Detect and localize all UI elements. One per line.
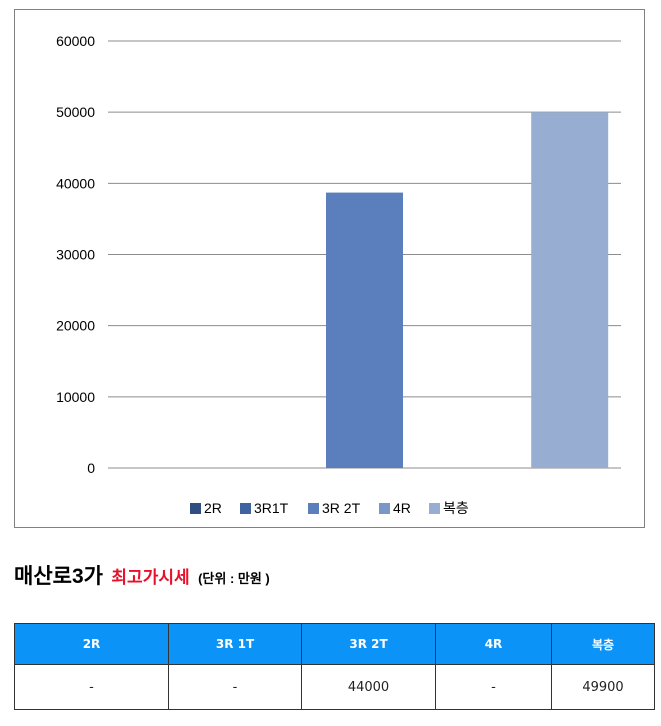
table-header-cell: 2R	[14, 623, 169, 665]
legend-label: 4R	[393, 500, 411, 516]
table-header-cell: 복층	[551, 623, 655, 665]
table-row: - - 44000 - 49900	[14, 664, 655, 710]
y-tick-label: 10000	[56, 389, 95, 405]
chart-frame: 0 10000 20000 30000 40000 50000 60000 2R 3R1T 3R …	[14, 9, 645, 528]
table-header-row: 2R 3R 1T 3R 2T 4R 복층	[14, 623, 655, 665]
legend-swatch	[308, 503, 319, 514]
y-tick-label: 40000	[56, 175, 95, 191]
table-header-cell: 4R	[435, 623, 552, 665]
table-cell: 49900	[551, 664, 655, 710]
table-cell: 44000	[301, 664, 436, 710]
unit-label: (단위 : 만원 )	[198, 571, 270, 586]
price-subtitle: 최고가시세	[111, 568, 190, 587]
price-table: 2R 3R 1T 3R 2T 4R 복층 - - 44000 - 49900	[14, 623, 655, 710]
table-cell: -	[14, 664, 169, 710]
page-heading: 매산로3가 최고가시세 (단위 : 만원 )	[14, 560, 270, 590]
bar-chart: 0 10000 20000 30000 40000 50000 60000 2R 3R1T 3R …	[56, 33, 621, 516]
legend-label: 복층	[443, 500, 469, 516]
table-cell: -	[435, 664, 552, 710]
legend-swatch	[379, 503, 390, 514]
legend-label: 3R1T	[254, 500, 289, 516]
y-tick-label: 30000	[56, 247, 95, 263]
y-tick-label: 60000	[56, 33, 95, 49]
legend-label: 2R	[204, 500, 222, 516]
bar	[531, 112, 609, 469]
y-tick-label: 50000	[56, 104, 95, 120]
y-tick-label: 20000	[56, 318, 95, 334]
location-title: 매산로3가	[14, 565, 103, 588]
table-header-cell: 3R 2T	[301, 623, 436, 665]
legend-swatch	[190, 503, 201, 514]
bar	[326, 192, 403, 468]
table-header-cell: 3R 1T	[168, 623, 302, 665]
y-tick-label: 0	[87, 460, 95, 476]
table-cell: -	[168, 664, 302, 710]
legend-label: 3R 2T	[322, 500, 361, 516]
legend-swatch	[240, 503, 251, 514]
legend-swatch	[429, 503, 440, 514]
